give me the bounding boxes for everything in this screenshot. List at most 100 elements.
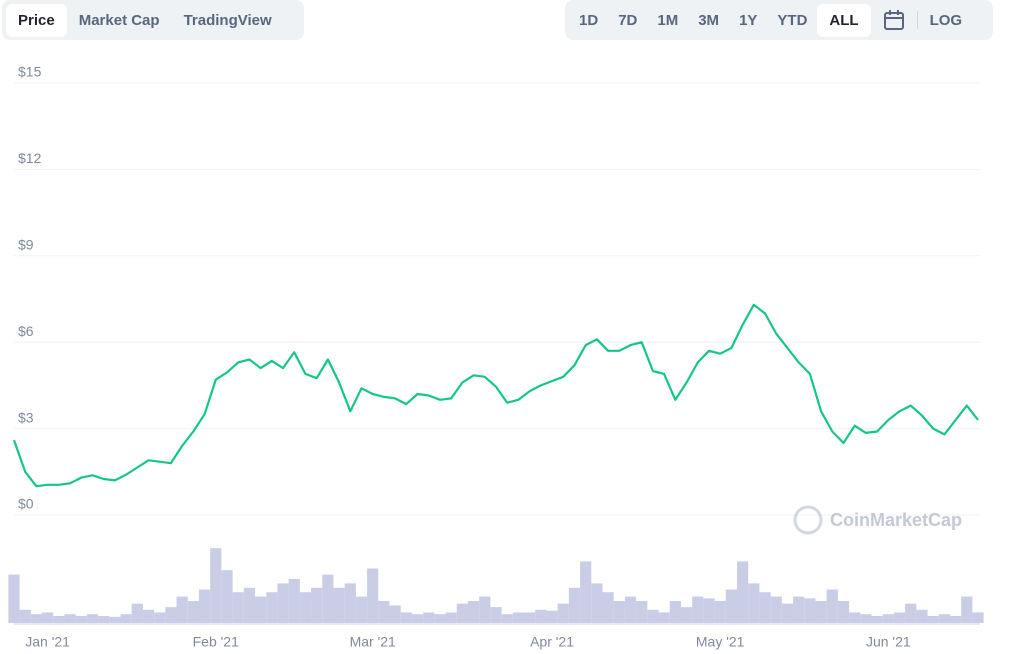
- y-tick-label: $3: [18, 409, 34, 425]
- range-button[interactable]: 1D: [579, 11, 599, 29]
- volume-bar: [479, 596, 491, 623]
- volume-bar: [19, 609, 31, 623]
- volume-bar: [512, 612, 525, 623]
- volume-bar: [916, 609, 928, 623]
- range-button[interactable]: 1Y: [739, 11, 758, 29]
- volume-bar: [501, 614, 513, 623]
- volume-bar: [311, 587, 323, 623]
- volume-bar: [804, 598, 816, 623]
- volume-bar: [299, 592, 312, 623]
- volume-bar: [624, 596, 637, 623]
- tab[interactable]: TradingView: [183, 11, 272, 29]
- volume-bar: [613, 601, 625, 623]
- y-tick-label: $9: [18, 237, 34, 253]
- volume-bar: [333, 587, 345, 623]
- volume-bar: [109, 616, 121, 623]
- volume-bar: [210, 548, 222, 623]
- volume-bar: [546, 610, 558, 623]
- volume-bar: [490, 607, 502, 623]
- volume-bar: [322, 574, 334, 623]
- x-tick-label: Jan '21: [25, 634, 70, 650]
- range-button[interactable]: 7D: [618, 11, 638, 29]
- range-group: 1D 7D 1M 3M 1Y YTD ALL LOG: [565, 0, 993, 40]
- volume-bar: [669, 601, 681, 623]
- volume-bar: [737, 561, 749, 623]
- volume-bar: [658, 612, 670, 623]
- volume-bar: [815, 601, 827, 623]
- y-tick-label: $0: [18, 496, 34, 512]
- volume-bar: [535, 609, 547, 623]
- volume-bar: [42, 612, 54, 623]
- tab[interactable]: Market Cap: [78, 11, 160, 29]
- volume-bar: [266, 592, 278, 623]
- range-button[interactable]: YTD: [777, 11, 808, 29]
- x-tick-label: Jun '21: [866, 634, 911, 650]
- volume-bar: [165, 607, 177, 623]
- volume-bar: [781, 603, 794, 623]
- volume-bar: [871, 615, 883, 623]
- divider: [916, 11, 918, 29]
- volume-bar: [580, 561, 592, 623]
- plot: $0 $3 $6 $9 $12 $15 Jan '21 Feb '21 Mar '21 Apr '…: [8, 64, 984, 650]
- range-button[interactable]: ALL: [817, 3, 871, 37]
- volume-bar: [714, 601, 726, 623]
- volume-bar: [692, 596, 704, 623]
- y-tick-label: $12: [18, 150, 42, 166]
- x-tick-label: Apr '21: [530, 634, 574, 650]
- volume-bar: [277, 583, 289, 623]
- volume-bar: [131, 603, 143, 623]
- volume-bar: [445, 612, 457, 623]
- volume-bar: [243, 587, 255, 623]
- range-button[interactable]: 3M: [698, 11, 720, 29]
- volume-bar: [837, 601, 850, 623]
- volume-bar: [8, 574, 20, 623]
- calendar-icon[interactable]: [883, 9, 905, 31]
- volume-bar: [434, 614, 446, 623]
- volume-bar: [75, 615, 87, 623]
- price-line: [12, 303, 979, 488]
- volume-bar: [759, 592, 771, 623]
- y-tick-label: $15: [18, 64, 42, 80]
- volume-bar: [288, 579, 300, 623]
- volume-bar: [882, 614, 894, 623]
- volume-bar: [53, 615, 65, 623]
- volume-bar: [949, 615, 962, 623]
- volume-bar: [255, 596, 267, 623]
- volume-bar: [86, 614, 99, 623]
- volume-bar: [232, 592, 244, 623]
- x-tick-label: Feb '21: [193, 634, 239, 650]
- log-button[interactable]: LOG: [929, 11, 963, 29]
- volume-bar: [725, 589, 737, 623]
- volume-bar: [793, 596, 805, 623]
- volume-bar: [176, 596, 188, 623]
- volume-bar: [456, 603, 468, 623]
- volume-bar: [30, 614, 43, 623]
- volume-bar: [972, 612, 984, 623]
- volume-bar: [389, 605, 401, 623]
- volume-bar: [602, 592, 614, 623]
- volume-bar: [860, 614, 872, 623]
- range-button[interactable]: 1M: [657, 11, 679, 29]
- volume-bar: [703, 598, 715, 623]
- volume-bar: [557, 603, 569, 623]
- volume-bar: [367, 568, 379, 623]
- volume-bar: [423, 612, 435, 623]
- watermark: CoinMarketCap: [830, 510, 962, 530]
- volume-bar: [893, 612, 906, 623]
- volume-bar: [64, 614, 76, 623]
- volume-bar: [221, 570, 233, 623]
- volume-bar: [411, 614, 424, 623]
- tab[interactable]: Price: [6, 3, 67, 37]
- volume-bar: [524, 612, 536, 623]
- volume-bar: [938, 614, 950, 623]
- volume-bar: [98, 615, 110, 623]
- volume-bar: [905, 603, 917, 623]
- x-tick-label: May '21: [696, 634, 745, 650]
- volume-bar: [378, 601, 390, 623]
- volume-bar: [344, 583, 356, 623]
- volume-bar: [927, 615, 939, 623]
- tab-group: Price Market Cap TradingView: [2, 0, 304, 40]
- volume-bar: [961, 596, 973, 623]
